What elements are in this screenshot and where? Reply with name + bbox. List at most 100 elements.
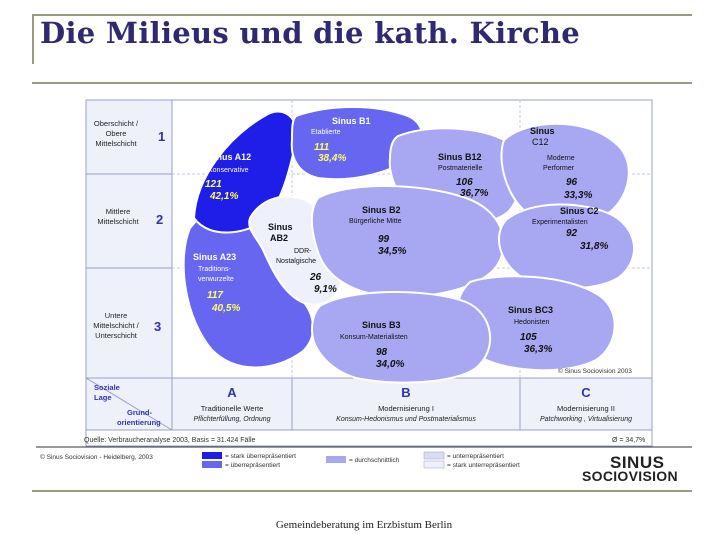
milieu-b1-sub: Etablierte	[311, 129, 341, 136]
row-2-label-line2: Mittelschicht	[97, 217, 139, 226]
milieu-blob-c12[interactable]	[500, 122, 630, 225]
row-3-label-line3: Unterschicht	[95, 331, 138, 340]
legend-swatch-over	[202, 461, 222, 468]
milieu-a23-sub-line2: verwurzelte	[198, 276, 234, 283]
row-3-label-line2: Mittelschicht /	[93, 321, 139, 330]
milieu-b12-share: 36,7%	[460, 188, 488, 199]
sinus-logo-line1: SINUS	[610, 453, 665, 472]
milieu-c12-sub-line2: Performer	[543, 165, 575, 172]
row-1-number: 1	[158, 129, 165, 144]
legend-label-strongly-over: = stark überrepräsentiert	[225, 453, 296, 460]
title-left-rule	[32, 14, 34, 64]
milieu-c12-name-line2: C12	[532, 137, 549, 147]
column-b-line1: Modernisierung I	[378, 404, 434, 413]
outer-copyright: © Sinus Sociovision - Heidelberg, 2003	[40, 453, 153, 461]
legend-label-under: = unterrepräsentiert	[447, 453, 504, 460]
milieu-b2-share: 34,5%	[378, 246, 406, 257]
row-2-number: 2	[156, 212, 163, 227]
row-3-label-line1: Untere	[105, 311, 128, 320]
column-a-line1: Traditionelle Werte	[201, 404, 264, 413]
milieu-blob-c2[interactable]	[497, 203, 635, 290]
column-c-letter: C	[581, 385, 591, 400]
legend-swatch-average	[326, 456, 346, 463]
column-label-box-a	[171, 377, 293, 431]
milieu-bc3-index: 105	[520, 332, 537, 343]
column-b-letter: B	[401, 385, 410, 400]
milieu-a12-sub: Konservative	[208, 167, 249, 174]
page-title: Die Milieus und die kath. Kirche	[40, 16, 581, 50]
milieu-b3-index: 98	[376, 347, 388, 358]
legend-swatch-under	[423, 451, 445, 460]
milieu-b2-name: Sinus B2	[362, 205, 401, 215]
milieu-ab2-name-line1: Sinus	[268, 222, 293, 232]
row-label-box-3	[85, 267, 173, 379]
column-a-line2: Pflichterfüllung, Ordnung	[193, 416, 270, 423]
milieu-b12-sub: Postmaterielle	[438, 165, 482, 172]
corner-top-line1: Soziale	[94, 383, 120, 392]
milieu-c12-name-line1: Sinus	[530, 126, 555, 136]
milieu-ab2-sub-line1: DDR-	[294, 248, 312, 255]
column-a-letter: A	[227, 385, 237, 400]
row-3-number: 3	[154, 319, 161, 334]
milieu-b3-share: 34,0%	[376, 359, 404, 370]
milieu-b12-name: Sinus B12	[438, 152, 482, 162]
average-note: Ø = 34,7%	[612, 437, 645, 444]
row-2-label-line1: Mittlere	[106, 207, 131, 216]
header-rule	[32, 82, 692, 84]
milieu-c12-sub-line1: Moderne	[547, 155, 575, 162]
milieu-a23-name: Sinus A23	[193, 252, 236, 262]
row-1-label-line3: Mittelschicht	[95, 139, 137, 148]
legend-label-strongly-under: = stark unterrepräsentiert	[447, 462, 520, 469]
milieu-bc3-share: 36,3%	[524, 344, 552, 355]
row-label-box-2	[85, 173, 173, 269]
source-note: Quelle: Verbraucheranalyse 2003, Basis =…	[84, 437, 256, 444]
corner-diagonal	[85, 377, 173, 431]
milieu-c2-sub: Experimentalisten	[532, 219, 588, 226]
milieu-c2-index: 92	[566, 228, 578, 239]
corner-top-line2: Lage	[94, 393, 112, 402]
row-1-label-line2: Obere	[106, 129, 127, 138]
milieu-ab2-share: 9,1%	[314, 284, 337, 295]
column-label-box-b	[291, 377, 521, 431]
milieu-c12-share: 33,3%	[564, 190, 592, 201]
milieu-ab2-index: 26	[309, 272, 322, 283]
milieu-b2-index: 99	[378, 234, 390, 245]
milieu-blob-b3[interactable]	[310, 290, 492, 384]
milieu-b3-name: Sinus B3	[362, 320, 401, 330]
legend-label-average: = durchschnittlich	[349, 457, 400, 464]
milieu-a23-sub-line1: Traditions-	[198, 266, 231, 273]
milieu-bc3-sub: Hedonisten	[514, 319, 550, 326]
column-c-line2: Patchworking , Virtualisierung	[540, 416, 632, 423]
row-1-label-line1: Oberschicht /	[94, 119, 139, 128]
title-top-rule	[32, 14, 692, 16]
milieu-a12-index: 121	[205, 179, 222, 190]
milieu-b2-sub: Bürgerliche Mitte	[349, 218, 402, 225]
milieu-c12-index: 96	[566, 177, 578, 188]
milieu-ab2-sub-line2: Nostalgische	[276, 258, 316, 265]
column-label-box-c	[519, 377, 653, 431]
legend-swatch-strongly-under	[423, 460, 445, 469]
legend-swatch-strongly-over	[202, 452, 222, 459]
milieu-b1-name: Sinus B1	[332, 116, 371, 126]
milieu-ab2-name-line2: AB2	[270, 233, 288, 243]
sinus-logo-line2: SOCIOVISION	[582, 468, 678, 484]
milieu-a12-share: 42,1%	[209, 191, 238, 202]
milieu-a23-share: 40,5%	[211, 303, 240, 314]
corner-bottom-line1: Grund-	[127, 408, 152, 417]
milieu-bc3-name: Sinus BC3	[508, 305, 553, 315]
milieu-a23-index: 117	[207, 290, 223, 301]
milieu-b3-sub: Konsum-Materialisten	[340, 334, 408, 341]
corner-bottom-line2: orientierung	[117, 418, 161, 427]
column-c-line1: Modernisierung II	[557, 404, 615, 413]
inner-copyright: © Sinus Sociovision 2003	[558, 367, 632, 375]
legend-label-over: = überrepräsentiert	[225, 462, 280, 469]
milieu-a12-name: Sinus A12	[208, 152, 251, 162]
column-b-line2: Konsum-Hedonismus und Postmaterialismus	[336, 416, 476, 423]
milieu-b1-share: 38,4%	[318, 153, 346, 164]
footer-rule	[32, 490, 692, 492]
milieu-c2-name: Sinus C2	[560, 206, 599, 216]
milieu-b12-index: 106	[456, 177, 473, 188]
footer-text: Gemeindeberatung im Erzbistum Berlin	[275, 519, 453, 531]
milieu-c2-share: 31,8%	[580, 241, 608, 252]
